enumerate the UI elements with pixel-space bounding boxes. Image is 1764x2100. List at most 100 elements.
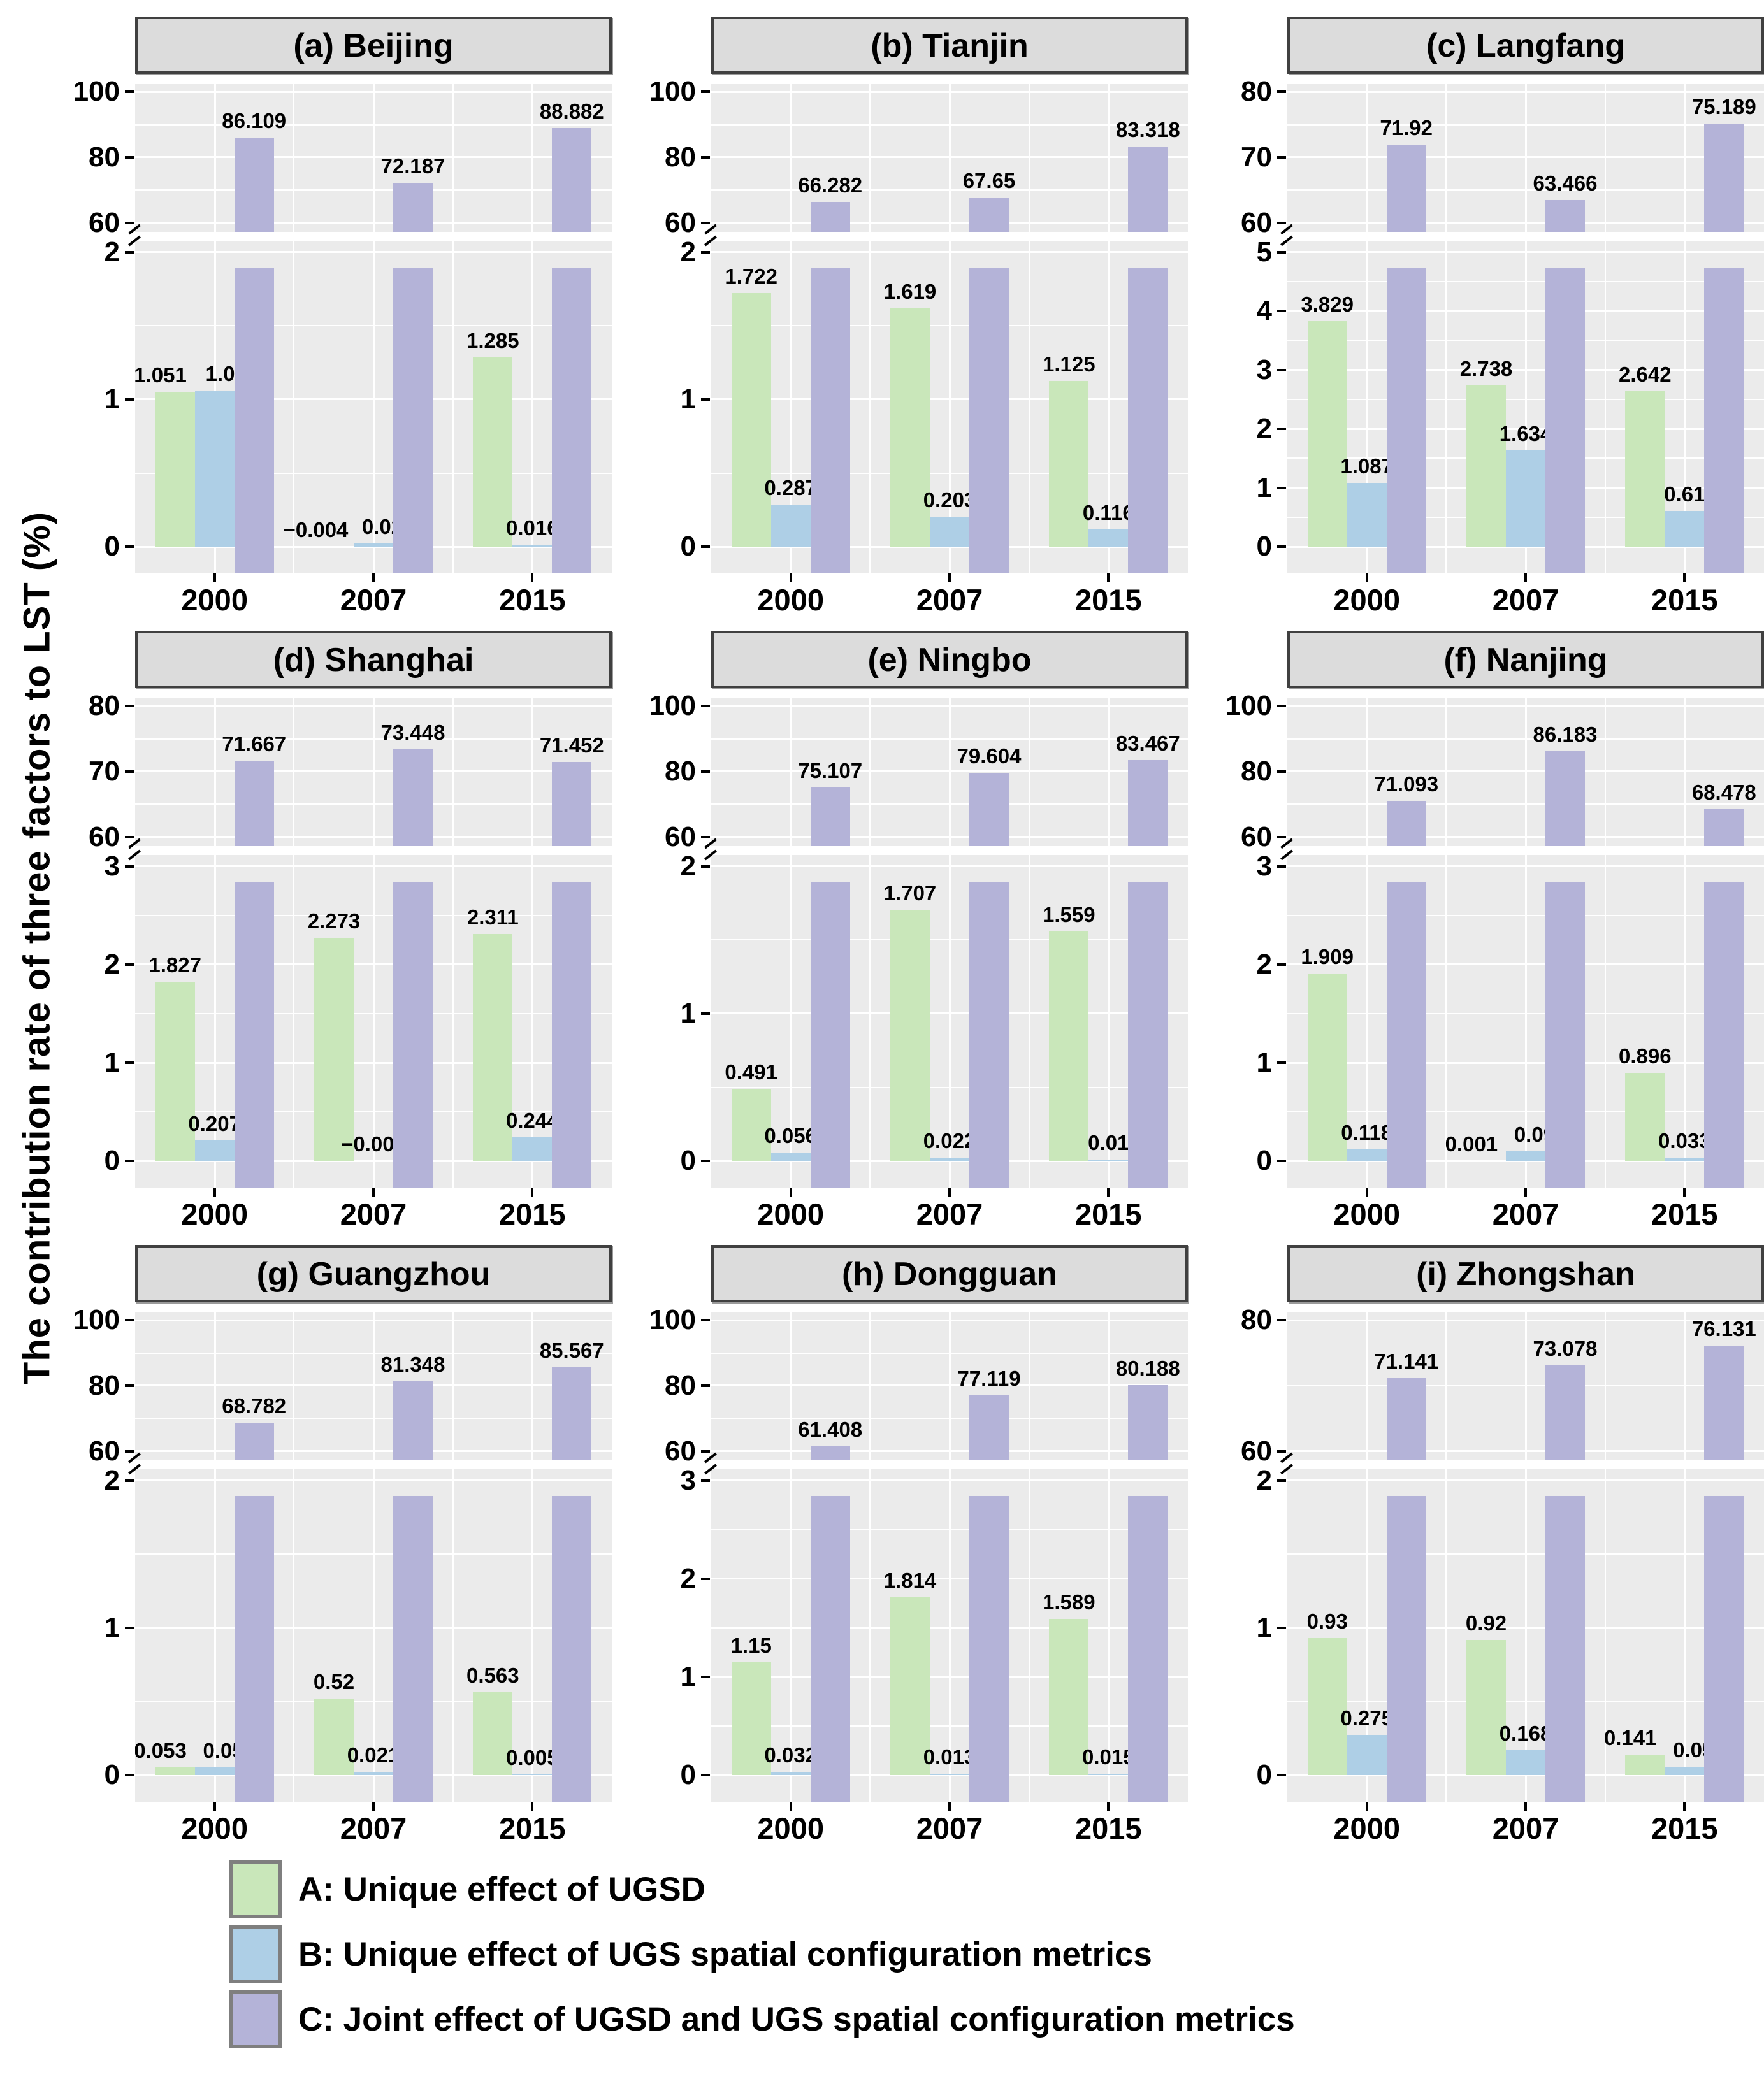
y-tick-label: 80 <box>1241 755 1272 787</box>
plot-area: 71.92 63.466 75.189 3.829 2.738 2.642 1.087 1.6… <box>1280 84 1764 573</box>
bar-value-label: 0.118 <box>1341 1121 1393 1145</box>
gridline-horizontal <box>1287 310 1764 312</box>
x-tick-mark <box>948 1802 951 1811</box>
bar-a <box>890 909 930 1161</box>
gridline-vertical <box>213 1469 216 1802</box>
y-tick-mark <box>1277 963 1286 966</box>
gridline-vertical <box>1525 855 1527 1188</box>
gridline-vertical <box>293 1469 295 1802</box>
bar-value-label: 0.015 <box>1082 1744 1135 1769</box>
y-axis: 100 80 60 2 1 0 <box>71 78 135 573</box>
gridline-horizontal <box>135 251 612 254</box>
y-tick-label: 3 <box>104 850 120 882</box>
panel-title: (c) Langfang <box>1287 17 1764 74</box>
gridline-vertical <box>790 241 792 573</box>
y-tick-mark <box>125 155 134 159</box>
bar-value-label: 1.15 <box>730 1633 772 1657</box>
bar-c-lower <box>1704 267 1744 573</box>
bar-c-lower <box>1128 267 1168 573</box>
bar-a <box>890 1597 930 1776</box>
x-axis: 2000 2007 2015 <box>711 573 1188 617</box>
gridline-horizontal <box>711 189 1188 191</box>
gridline-vertical <box>1366 1312 1368 1460</box>
gridline-horizontal <box>711 1418 1188 1420</box>
bar-c-upper <box>1386 1378 1426 1460</box>
lower-segment: 0.053 0.52 0.563 0.053 0.021 0.005 <box>135 1469 612 1802</box>
bar-c-lower <box>1386 881 1426 1188</box>
y-tick-mark <box>701 1676 710 1679</box>
bar-b <box>1665 510 1705 547</box>
y-tick-mark <box>125 1479 134 1482</box>
gridline-horizontal <box>1287 1701 1764 1702</box>
lower-segment: 0.93 0.92 0.141 0.275 0.168 0.057 <box>1287 1469 1764 1802</box>
bar-c-upper <box>552 762 592 846</box>
gridline-vertical <box>213 855 216 1188</box>
gridline-horizontal <box>135 1553 612 1555</box>
gridline-horizontal <box>711 1528 1188 1530</box>
bar-value-label: 0.93 <box>1306 1609 1348 1634</box>
y-tick-label: 2 <box>680 850 696 882</box>
x-tick-mark <box>948 1188 951 1197</box>
gridline-vertical <box>869 855 871 1188</box>
y-tick-mark <box>125 835 134 838</box>
panel-g: (g) Guangzhou 100 80 60 2 1 0 68.782 81.348 85.56… <box>71 1245 612 1845</box>
x-tick-label: 2000 <box>1333 1197 1400 1231</box>
bar-b <box>1347 482 1387 547</box>
gridline-vertical <box>949 855 951 1188</box>
y-tick-mark <box>1277 545 1286 549</box>
bar-a <box>1307 973 1347 1161</box>
bar-value-label: 0.021 <box>347 1743 400 1767</box>
gridline-vertical <box>1028 1469 1030 1802</box>
upper-segment: 71.093 86.183 68.478 <box>1287 698 1764 846</box>
legend-item-a: A: Unique effect of UGSD <box>229 1860 1764 1918</box>
bar-c-lower <box>234 267 274 573</box>
x-tick-mark <box>213 573 216 582</box>
x-axis: 2000 2007 2015 <box>711 1188 1188 1231</box>
y-tick-mark <box>701 1577 710 1580</box>
x-tick-mark <box>1524 1188 1527 1197</box>
panel-a: (a) Beijing 100 80 60 2 1 0 86.109 72.187 88.882 1… <box>71 17 612 617</box>
y-tick-mark <box>1277 1626 1286 1629</box>
y-tick-mark <box>1277 90 1286 94</box>
x-tick-label: 2015 <box>1075 1197 1142 1231</box>
bar-c-lower <box>1386 1495 1426 1802</box>
bar-b <box>354 543 393 547</box>
legend-label: B: Unique effect of UGS spatial configur… <box>298 1935 1152 1973</box>
y-tick-label: 0 <box>104 1759 120 1791</box>
panel-i: (i) Zhongshan 80 60 2 1 0 71.141 73.078 76.131 0.… <box>1224 1245 1764 1845</box>
gridline-horizontal <box>135 963 612 966</box>
bar-value-label: 0.056 <box>764 1124 817 1148</box>
x-tick-label: 2000 <box>757 583 824 617</box>
bar-c-upper <box>234 760 274 846</box>
bar-c-upper <box>969 773 1009 846</box>
upper-segment: 71.667 73.448 71.452 <box>135 698 612 846</box>
y-tick-mark <box>125 1626 134 1629</box>
x-tick-label: 2007 <box>916 1197 983 1231</box>
bar-value-label: 71.667 <box>222 731 287 756</box>
gridline-vertical <box>1525 1312 1527 1460</box>
bar-a <box>1466 1639 1506 1776</box>
gridline-horizontal <box>711 1319 1188 1321</box>
gridline-horizontal <box>1287 398 1764 400</box>
y-tick-mark <box>1277 250 1286 254</box>
y-tick-mark <box>125 221 134 224</box>
x-tick-label: 2000 <box>757 1811 824 1845</box>
y-tick-label: 0 <box>1256 531 1272 563</box>
x-tick-label: 2015 <box>1651 1811 1718 1845</box>
gridline-horizontal <box>711 156 1188 159</box>
bar-value-label: 68.478 <box>1691 780 1756 805</box>
panel-body: 100 80 60 2 1 0 66.282 67.65 83.318 1.722 1.619 1.1… <box>647 78 1188 573</box>
gridline-vertical <box>1366 855 1368 1188</box>
bar-b <box>1088 1773 1129 1776</box>
bar-a <box>314 1699 354 1776</box>
panel-title: (g) Guangzhou <box>135 1245 612 1302</box>
gridline-horizontal <box>711 1479 1188 1482</box>
bar-c-lower <box>969 267 1009 573</box>
axis-break-band <box>1287 1460 1764 1469</box>
y-tick-label: 60 <box>1241 206 1272 238</box>
y-tick-label: 0 <box>680 1145 696 1177</box>
x-tick-label: 2007 <box>916 583 983 617</box>
panel-title: (b) Tianjin <box>711 17 1188 74</box>
bar-a <box>1625 1073 1665 1161</box>
gridline-horizontal <box>711 1676 1188 1678</box>
